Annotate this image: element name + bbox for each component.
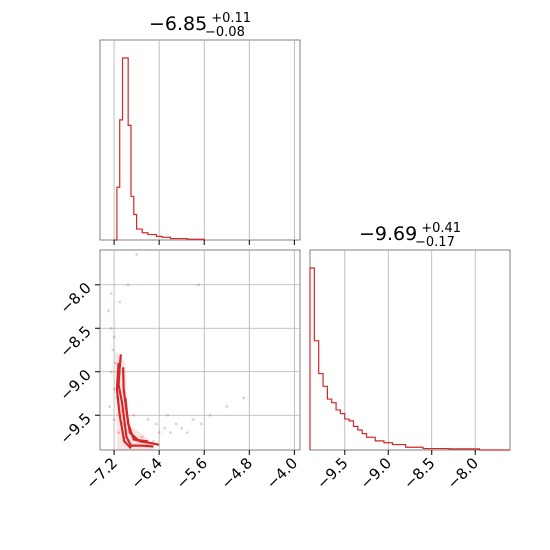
histogram-panel-param1 <box>99 39 301 245</box>
scatter-point <box>146 418 150 421</box>
scatter-point <box>113 361 117 365</box>
contour-line <box>121 367 160 446</box>
y-tick-label: −9.5 <box>56 409 94 447</box>
histogram-panel-param2: −9.5 −9.0 −8.5 −8.0 <box>309 249 511 493</box>
scatter-point <box>112 387 116 391</box>
scatter-point <box>109 292 113 295</box>
scatter-point <box>112 418 116 421</box>
scatter-point <box>242 396 246 400</box>
x-tick-label: −9.0 <box>357 454 395 492</box>
scatter-point <box>112 335 116 339</box>
y-tick-label: −8.0 <box>56 279 94 317</box>
scatter-point <box>109 370 113 374</box>
panel-frame <box>309 249 511 451</box>
scatter-point <box>208 413 212 417</box>
title-param1: −6.85 +0.11 <box>149 11 251 35</box>
title-param2-minus: −0.17 <box>415 235 455 250</box>
scatter-point <box>180 426 184 430</box>
contour-line <box>117 354 154 448</box>
panel-frame <box>99 39 301 241</box>
scatter-point <box>225 405 229 408</box>
scatter-point <box>135 252 139 256</box>
scatter-point <box>163 426 167 430</box>
scatter-point <box>109 326 113 330</box>
x-tick-label: −8.0 <box>444 454 482 492</box>
contour-line <box>124 397 149 443</box>
y-tick-label: −9.0 <box>56 366 94 404</box>
scatter-point <box>197 283 200 287</box>
scatter-point <box>166 413 170 417</box>
x-tick-label: −4.8 <box>218 454 256 492</box>
scatter-point <box>200 422 203 426</box>
title-param2-plus: +0.41 <box>421 221 461 236</box>
x-tick-label: −7.2 <box>82 454 120 492</box>
scatter-point <box>107 309 110 313</box>
title-param1-value: −6.85 <box>149 13 207 35</box>
x-tick-label: −4.0 <box>263 454 301 492</box>
scatter-point <box>118 300 122 304</box>
scatter-point <box>169 431 172 435</box>
contour-line <box>115 362 132 450</box>
x-tick-label: −6.4 <box>127 454 165 492</box>
scatter-point <box>108 405 111 408</box>
scatter-point <box>185 431 189 435</box>
y-tick-label: −8.5 <box>56 322 94 360</box>
panel-frame <box>99 249 301 451</box>
scatter-point <box>126 283 130 287</box>
scatter-point <box>157 431 161 435</box>
scatter-point <box>154 422 158 426</box>
scatter-point <box>140 435 144 439</box>
scatter-point <box>132 413 136 417</box>
scatter-point <box>191 418 195 421</box>
scatter-point <box>174 422 178 426</box>
x-tick-label: −5.6 <box>173 454 211 492</box>
x-tick-label: −8.5 <box>400 454 438 492</box>
scatter-panel: −7.2 −6.4 −5.6 −4.8 −4.0 −8.0 −8.5 −9.0 −9.5 <box>56 249 301 493</box>
scatter-point <box>152 439 155 443</box>
scatter-point <box>111 348 115 352</box>
title-param2-value: −9.69 <box>359 223 417 245</box>
scatter-point <box>117 431 120 435</box>
histogram-step-line <box>309 267 510 451</box>
title-param2: −9.69 +0.41 <box>359 221 461 245</box>
title-param1-plus: +0.11 <box>211 11 251 26</box>
x-tick-label: −9.5 <box>313 454 351 492</box>
histogram-step-line <box>114 57 205 241</box>
title-param1-minus: −0.08 <box>205 25 245 40</box>
